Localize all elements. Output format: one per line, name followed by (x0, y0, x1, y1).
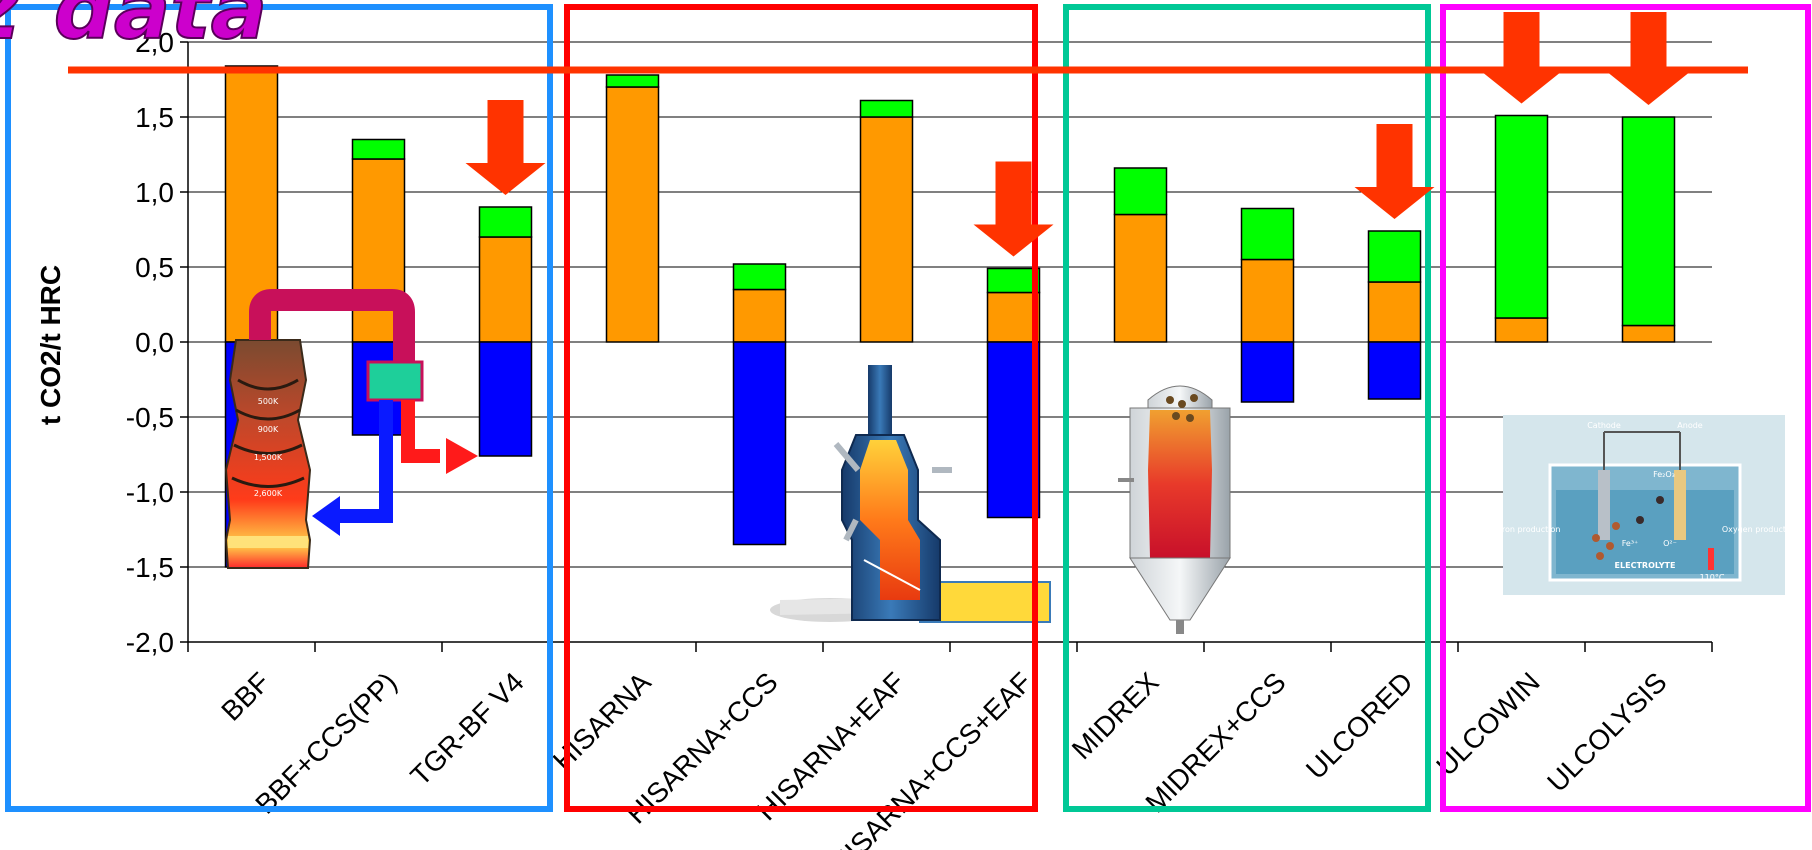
bf-temp-label-1: 500K (258, 397, 279, 406)
y-tick-label: -1,0 (126, 477, 174, 508)
chart-overlays (5, 4, 1811, 812)
y-tick-labels: 2,0 1,5 1,0 0,5 0,0 -0,5 -1,0 -1,5 -2,0 (126, 27, 174, 658)
bar-segment (732, 288, 787, 343)
y-tick-label: -2,0 (126, 627, 174, 658)
temperature-label: 110°C (1700, 573, 1725, 582)
bar-segment (1367, 230, 1422, 283)
gridlines (188, 41, 1712, 643)
bar-segment (1240, 207, 1295, 261)
group-box (564, 4, 1038, 812)
x-category-label: BBF (215, 666, 275, 726)
midrex-shaft-furnace-illustration (1118, 385, 1231, 634)
bar-segment (605, 86, 660, 343)
down-arrow-icon (1354, 124, 1435, 219)
bar-segment (1240, 258, 1295, 343)
bar-segment (732, 341, 787, 546)
down-arrow-icon (1608, 12, 1689, 105)
x-category-label: ULCOLYSIS (1541, 666, 1673, 798)
bar-segment (351, 138, 406, 160)
oxygen-production-label: Oxygen production (1722, 525, 1798, 534)
y-tick-label: 0,0 (135, 327, 174, 358)
bar-segment (478, 341, 533, 457)
group-box (5, 4, 553, 812)
group-box (1063, 4, 1431, 812)
group-box (1440, 4, 1811, 812)
electrolyte-label: ELECTROLYTE (1615, 561, 1676, 570)
bar-segment (1367, 341, 1422, 400)
bar-segment (478, 236, 533, 343)
fe2o3-label: Fe₂O₃ (1653, 470, 1675, 479)
iron-production-label: Iron production (1500, 525, 1561, 534)
x-category-label: MIDREX (1066, 666, 1165, 765)
bf-temp-label-4: 2,600K (254, 489, 283, 498)
electrolysis-cell-illustration: Cathode Anode Fe₂O₃ Iron production Oxyg… (1500, 415, 1798, 595)
axes (180, 41, 1713, 652)
y-axis-label: t CO2/t HRC (35, 265, 66, 425)
bar-segment (1621, 116, 1676, 327)
down-arrow-icon (1481, 12, 1562, 104)
bar-segment (986, 267, 1041, 294)
y-tick-label: 2,0 (135, 27, 174, 58)
bar-segment (1113, 167, 1168, 216)
fe-ion-label: Fe³⁺ (1622, 539, 1639, 548)
bar-segment (732, 263, 787, 291)
cathode-label: Cathode (1587, 421, 1621, 430)
x-category-label: HISARNA+CCS+EAF (824, 666, 1037, 850)
bar-segment (1494, 114, 1549, 319)
bar-segment (1494, 317, 1549, 343)
anode-label: Anode (1677, 421, 1703, 430)
y-tick-label: 1,5 (135, 102, 174, 133)
hisarna-reactor-illustration (770, 365, 1051, 623)
title-fragment: 2 data (0, 0, 267, 58)
bf-temp-label-2: 900K (258, 425, 279, 434)
y-tick-label: -1,5 (126, 552, 174, 583)
x-category-label: TGR-BF V4 (404, 666, 529, 791)
bar-segment (1113, 213, 1168, 343)
x-category-label: ULCOWIN (1430, 666, 1545, 781)
bar-segment (478, 206, 533, 238)
o-ion-label: O²⁻ (1663, 539, 1677, 548)
y-tick-label: 1,0 (135, 177, 174, 208)
bf-temp-label-3: 1,500K (254, 453, 283, 462)
bar-segment (1240, 341, 1295, 403)
y-tick-label: -0,5 (126, 402, 174, 433)
x-category-label: HISARNA (547, 666, 657, 776)
bar-segment (605, 74, 660, 88)
bar-segment (859, 116, 914, 343)
top-gas-recycle-pipes-icon (249, 289, 478, 536)
bar-segment (1621, 324, 1676, 343)
x-category-label: ULCORED (1300, 666, 1419, 785)
down-arrow-icon (465, 100, 546, 195)
down-arrow-icon (973, 161, 1054, 257)
bar-segment (986, 341, 1041, 519)
bar-segment (986, 291, 1041, 343)
y-tick-label: 0,5 (135, 252, 174, 283)
blast-furnace-illustration: 500K 900K 1,500K 2,600K (224, 339, 312, 569)
bar-segment (859, 99, 914, 118)
bar-segment (1367, 281, 1422, 343)
